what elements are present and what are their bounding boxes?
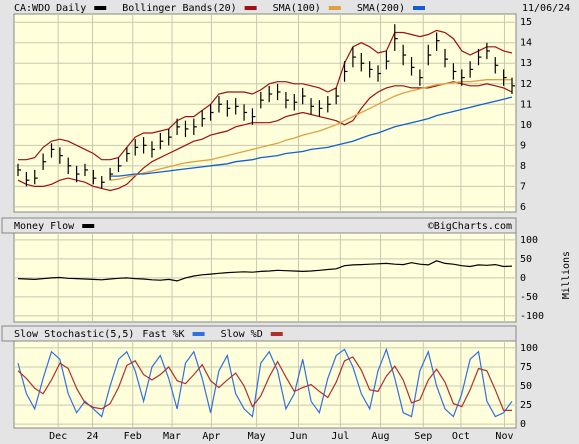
legend-label: CA:WDO Daily — [14, 3, 86, 14]
y-tick-label: 25 — [520, 400, 532, 411]
y-tick-label: 13 — [520, 58, 532, 69]
legend-label: SMA(200) — [357, 3, 405, 14]
watermark: ©BigCharts.com — [428, 221, 512, 232]
y-tick-label: 0 — [520, 419, 526, 430]
x-tick-label: Apr — [202, 431, 220, 442]
date: 11/06/24 — [522, 3, 570, 14]
y-tick-label: 0 — [520, 273, 526, 284]
legend-label: SMA(100) — [273, 3, 321, 14]
y-tick-label: 50 — [520, 381, 532, 392]
stoch-panel — [13, 340, 517, 429]
x-tick-label: Sep — [414, 431, 432, 442]
y-tick-label: 12 — [520, 79, 532, 90]
series-line — [17, 347, 513, 418]
x-tick-label: Oct — [452, 431, 470, 442]
legend-swatch — [328, 6, 341, 10]
y-tick-label: 9 — [520, 140, 526, 151]
y-tick-label: 100 — [520, 235, 538, 246]
y-tick-label: -100 — [520, 311, 544, 322]
x-tick-label: Jul — [331, 431, 349, 442]
series-line — [17, 356, 512, 411]
x-tick-label: Nov — [495, 431, 513, 442]
x-tick-label: Aug — [372, 431, 390, 442]
series-line — [17, 81, 513, 192]
x-tick-label: Feb — [124, 431, 142, 442]
x-tick-label: 24 — [86, 431, 98, 442]
y-tick-label: 8 — [520, 161, 526, 172]
price-panel — [13, 13, 517, 213]
y-tick-label: -50 — [520, 292, 538, 303]
legend-swatch — [94, 6, 107, 10]
x-tick-label: Mar — [163, 431, 181, 442]
y-tick-label: 14 — [520, 38, 532, 49]
series-line — [110, 96, 513, 177]
x-tick-label: May — [248, 431, 266, 442]
y-tick-label: 10 — [520, 120, 532, 131]
y-tick-label: 15 — [520, 17, 532, 28]
y-tick-label: 50 — [520, 254, 532, 265]
y-axis-label: Millions — [561, 251, 572, 299]
legend-label: Fast %K — [142, 329, 184, 340]
y-tick-label: 6 — [520, 202, 526, 213]
legend-swatch — [244, 6, 257, 10]
legend-swatch — [412, 6, 425, 10]
y-tick-label: 100 — [520, 343, 538, 354]
y-tick-label: 11 — [520, 99, 532, 110]
x-tick-label: Dec — [49, 431, 67, 442]
legend-label: Slow %D — [221, 329, 263, 340]
legend-swatch — [270, 332, 283, 336]
stoch-title: Slow Stochastic(5,5) — [14, 329, 134, 340]
x-tick-label: Jun — [289, 431, 307, 442]
y-tick-label: 7 — [520, 181, 526, 192]
series-line — [17, 260, 513, 282]
legend-label: Bollinger Bands(20) — [122, 3, 236, 14]
legend-swatch — [82, 224, 95, 228]
y-tick-label: 75 — [520, 362, 532, 373]
series-line — [110, 79, 512, 181]
legend-label: Money Flow — [14, 221, 75, 232]
series-line — [18, 29, 513, 161]
legend-swatch — [192, 332, 205, 336]
